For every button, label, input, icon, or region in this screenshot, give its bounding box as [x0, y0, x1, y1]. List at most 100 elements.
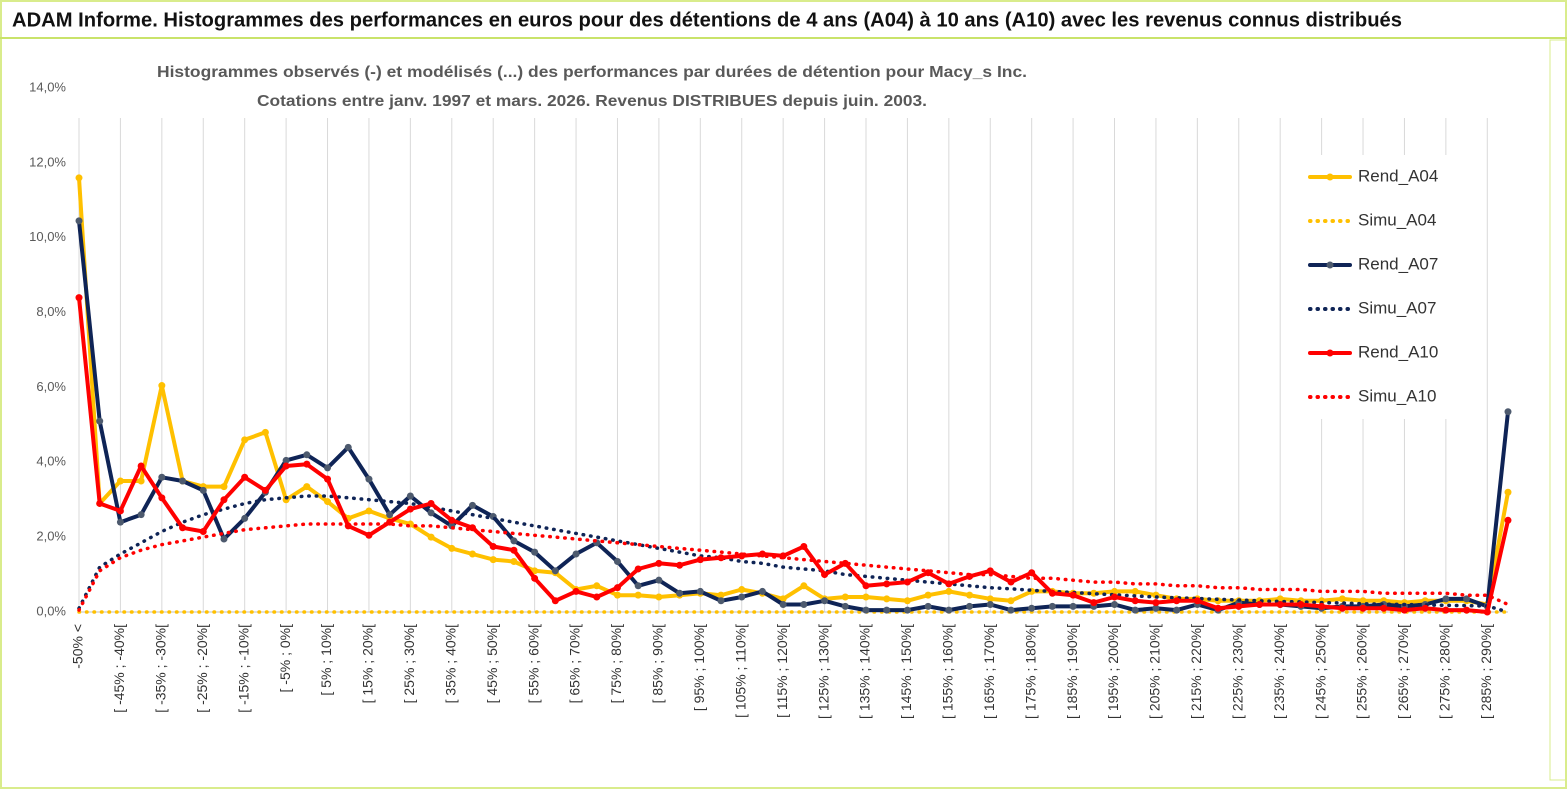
series-marker — [945, 580, 953, 588]
x-tick-label: [ 15% ; 20%[ — [360, 624, 376, 703]
series-marker — [655, 576, 663, 584]
series-marker — [1400, 606, 1408, 614]
series-marker — [96, 499, 104, 507]
series-marker — [986, 601, 994, 609]
x-tick-label: [ 215% ; 220%[ — [1188, 624, 1204, 719]
series-marker — [634, 565, 642, 573]
series-marker — [427, 509, 435, 517]
series-marker — [676, 589, 684, 597]
series-marker — [324, 464, 332, 472]
series-marker — [1359, 597, 1367, 605]
series-marker — [220, 535, 228, 543]
series-line — [77, 494, 1510, 614]
x-tick-label: [ 265% ; 270%[ — [1395, 624, 1411, 719]
x-tick-label: [ 205% ; 210%[ — [1147, 624, 1163, 719]
series-marker — [241, 514, 249, 522]
series-marker — [903, 606, 911, 614]
series-marker — [1318, 602, 1326, 610]
series-marker — [1028, 569, 1036, 577]
series-marker — [738, 593, 746, 601]
x-tick-label: [ 175% ; 180%[ — [1022, 624, 1038, 719]
series-marker — [572, 587, 580, 595]
series-marker — [1131, 597, 1139, 605]
series-marker — [862, 582, 870, 590]
series-marker — [220, 483, 228, 491]
series-marker — [468, 501, 476, 509]
series-marker — [282, 462, 290, 470]
series-marker — [179, 524, 187, 532]
series-marker — [261, 428, 269, 436]
legend-marker — [1326, 349, 1334, 357]
series-marker — [924, 591, 932, 599]
series-marker — [1048, 602, 1056, 610]
series-marker — [158, 473, 166, 481]
series-marker — [924, 602, 932, 610]
legend-label: Rend_A10 — [1358, 342, 1438, 361]
series-marker — [324, 475, 332, 483]
series-marker — [551, 567, 559, 575]
x-tick-label: [ 55% ; 60%[ — [525, 624, 541, 703]
legend-label: Simu_A10 — [1358, 386, 1436, 405]
x-tick-label: [ 75% ; 80%[ — [608, 624, 624, 703]
series-marker — [841, 593, 849, 601]
series-marker — [551, 597, 559, 605]
x-tick-label: [ 65% ; 70%[ — [567, 624, 583, 703]
series-marker — [1069, 591, 1077, 599]
x-tick-label: [ 195% ; 200%[ — [1105, 624, 1121, 719]
series-marker — [945, 587, 953, 595]
series-marker — [96, 417, 104, 425]
series-marker — [1152, 599, 1160, 607]
series-marker — [365, 475, 373, 483]
series-marker — [1504, 408, 1512, 416]
x-tick-label: [ -35% ; -30%[ — [153, 624, 169, 713]
series-marker — [634, 582, 642, 590]
y-tick-label: 10,0% — [29, 229, 66, 244]
series-marker — [841, 559, 849, 567]
series-marker — [1214, 604, 1222, 612]
series-marker — [448, 516, 456, 524]
series-marker — [572, 550, 580, 558]
series-marker — [448, 544, 456, 552]
series-marker — [717, 597, 725, 605]
x-tick-label: [ -15% ; -10%[ — [235, 624, 251, 713]
series-marker — [303, 451, 311, 459]
series-marker — [137, 477, 145, 485]
legend-label: Simu_A07 — [1358, 298, 1436, 317]
series-marker — [116, 518, 124, 526]
series-marker — [1276, 601, 1284, 609]
series-marker — [75, 294, 83, 302]
x-tick-label: [ 155% ; 160%[ — [940, 624, 956, 719]
series-marker — [821, 571, 829, 579]
series-marker — [613, 584, 621, 592]
header: ADAM Informe. Histogrammes des performan… — [12, 9, 1402, 31]
series-marker — [241, 436, 249, 444]
y-tick-label: 6,0% — [36, 379, 66, 394]
y-tick-label: 8,0% — [36, 304, 66, 319]
series-marker — [800, 582, 808, 590]
series-marker — [800, 543, 808, 550]
x-tick-label: [ -25% ; -20%[ — [194, 624, 210, 713]
series-marker — [696, 587, 704, 595]
series-marker — [1007, 606, 1015, 614]
series-marker — [427, 533, 435, 541]
series-marker — [116, 477, 124, 485]
series-marker — [158, 382, 166, 390]
series-marker — [1442, 595, 1450, 603]
x-tick-label: [ 105% ; 110%[ — [732, 624, 748, 718]
x-tick-label: [ -45% ; -40%[ — [111, 624, 127, 713]
x-tick-label: [ 35% ; 40%[ — [442, 624, 458, 703]
series-marker — [220, 496, 228, 504]
series-marker — [344, 443, 352, 451]
series-marker — [1463, 595, 1471, 603]
series-marker — [303, 483, 311, 491]
x-tick-label: [ 185% ; 190%[ — [1064, 624, 1080, 719]
series-marker — [966, 602, 974, 610]
series-marker — [738, 586, 746, 594]
series-marker — [821, 597, 829, 605]
series-marker — [510, 546, 518, 554]
x-tick-label: [ 135% ; 140%[ — [857, 624, 873, 719]
series-marker — [717, 554, 725, 562]
legend-label: Rend_A04 — [1358, 166, 1438, 185]
series-marker — [800, 601, 808, 609]
